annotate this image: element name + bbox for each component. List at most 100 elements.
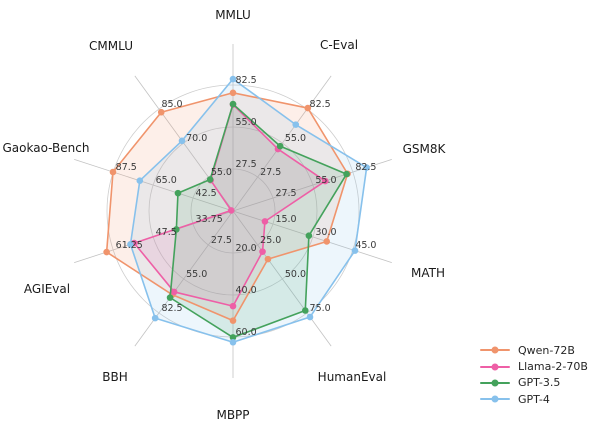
legend-label: Llama-2-70B — [518, 360, 588, 374]
tick-label: 82.5 — [236, 75, 257, 86]
series-gpt-3.5 — [166, 100, 350, 341]
axis-spoke — [74, 159, 234, 212]
axis-label-bbh: BBH — [102, 370, 128, 384]
tick-label: 55.0 — [315, 175, 336, 186]
data-point-gsm8k — [321, 177, 329, 185]
data-point-gaokao-bench — [136, 177, 144, 185]
series-gpt-4 — [127, 75, 370, 346]
tick-label: 55.0 — [186, 269, 207, 280]
legend-label: GPT-4 — [518, 392, 550, 406]
legend-marker-dot — [491, 379, 499, 387]
series-fill-gpt-3.5 — [170, 104, 347, 338]
legend-marker-dot — [491, 363, 499, 371]
data-point-cmmlu — [157, 108, 165, 116]
data-point-gaokao-bench — [109, 168, 117, 176]
data-point-c-eval — [304, 104, 312, 112]
data-point-bbh — [151, 314, 159, 322]
data-point-mbpp — [229, 302, 237, 310]
series-qwen-72b — [103, 89, 351, 324]
legend-line-swatch — [480, 363, 510, 371]
legend-line-swatch — [480, 395, 510, 403]
tick-label: 45.0 — [355, 240, 376, 251]
tick-label: 61.25 — [116, 240, 143, 251]
tick-label: 33.75 — [196, 214, 223, 225]
data-point-math — [351, 247, 359, 254]
data-point-bbh — [166, 294, 174, 301]
tick-label: 40.0 — [236, 285, 257, 296]
tick-label: 27.5 — [211, 235, 232, 246]
tick-label: 55.0 — [236, 117, 257, 128]
data-point-mbpp — [229, 334, 237, 341]
data-point-bbh — [170, 288, 178, 296]
legend-line-swatch — [480, 379, 510, 387]
axis-spoke — [232, 210, 392, 263]
axis-label-gsm8k: GSM8K — [403, 142, 447, 156]
tick-label: 20.0 — [236, 243, 257, 254]
legend-item-gpt-3.5: GPT-3.5 — [480, 375, 588, 391]
data-point-c-eval — [292, 121, 300, 128]
legend-label: Qwen-72B — [518, 343, 575, 357]
data-point-humaneval — [264, 255, 272, 263]
data-point-c-eval — [276, 142, 284, 150]
data-point-mbpp — [229, 338, 237, 346]
axis-label-mbpp: MBPP — [216, 408, 249, 422]
axis-label-cmmlu: CMMLU — [89, 39, 133, 53]
data-point-mbpp — [229, 317, 237, 324]
tick-label: 65.0 — [156, 175, 177, 186]
grid-ring — [148, 126, 318, 296]
data-point-cmmlu — [178, 137, 186, 145]
tick-label: 75.0 — [310, 303, 331, 314]
data-point-gsm8k — [363, 164, 370, 171]
grid-ring — [190, 168, 276, 254]
legend-item-qwen-72b: Qwen-72B — [480, 342, 588, 358]
tick-label: 50.0 — [285, 269, 306, 280]
data-point-humaneval — [301, 307, 309, 314]
axis-label-humaneval: HumanEval — [318, 370, 387, 384]
axis-spoke — [232, 210, 332, 347]
chart-legend: Qwen-72B Llama-2-70B GPT-3.5 GPT-4 — [480, 342, 588, 408]
legend-label: GPT-3.5 — [518, 376, 561, 390]
tick-label: 27.5 — [236, 159, 257, 170]
tick-label: 87.5 — [116, 162, 137, 173]
data-point-mmlu — [229, 75, 237, 83]
tick-label: 55.0 — [211, 167, 232, 178]
legend-item-llama-2-70b: Llama-2-70B — [480, 358, 588, 374]
data-point-mmlu — [229, 89, 237, 97]
data-point-gaokao-bench — [174, 189, 182, 197]
data-point-humaneval — [259, 248, 266, 255]
tick-label: 82.5 — [355, 162, 376, 173]
axis-label-c-eval: C-Eval — [320, 38, 358, 52]
data-point-agieval — [127, 241, 134, 248]
tick-label: 15.0 — [275, 214, 296, 225]
data-point-cmmlu — [206, 176, 214, 183]
axis-spokes — [74, 44, 392, 378]
tick-label: 27.5 — [260, 167, 281, 178]
axis-labels: MMLU C-Eval GSM8K MATH HumanEval MBPP BBH AGIEv… — [3, 8, 447, 422]
legend-marker-dot — [491, 346, 499, 354]
tick-label: 70.0 — [186, 133, 207, 144]
axis-spoke — [134, 210, 234, 347]
tick-label: 82.5 — [161, 303, 182, 314]
tick-label: 60.0 — [236, 327, 257, 338]
axis-label-gaokao-bench: Gaokao-Bench — [3, 141, 90, 155]
axis-label-agieval: AGIEval — [24, 282, 70, 296]
data-point-humaneval — [306, 313, 314, 321]
data-point-mmlu — [229, 100, 237, 108]
tick-label: 55.0 — [285, 133, 306, 144]
data-point-math — [261, 218, 269, 225]
data-point-math — [305, 232, 313, 239]
tick-label: 82.5 — [310, 99, 331, 110]
data-point-agieval — [103, 248, 110, 256]
tick-label: 30.0 — [315, 227, 336, 238]
data-point-agieval — [173, 226, 180, 233]
axis-label-mmlu: MMLU — [215, 8, 251, 22]
data-point-gsm8k — [343, 170, 350, 178]
tick-label: 47.5 — [156, 227, 177, 238]
legend-item-gpt-4: GPT-4 — [480, 391, 588, 407]
series-fill-llama-2-70b — [134, 104, 326, 307]
data-point-gaokao-bench — [227, 207, 235, 214]
tick-label: 27.5 — [275, 188, 296, 199]
data-point-math — [323, 238, 331, 245]
